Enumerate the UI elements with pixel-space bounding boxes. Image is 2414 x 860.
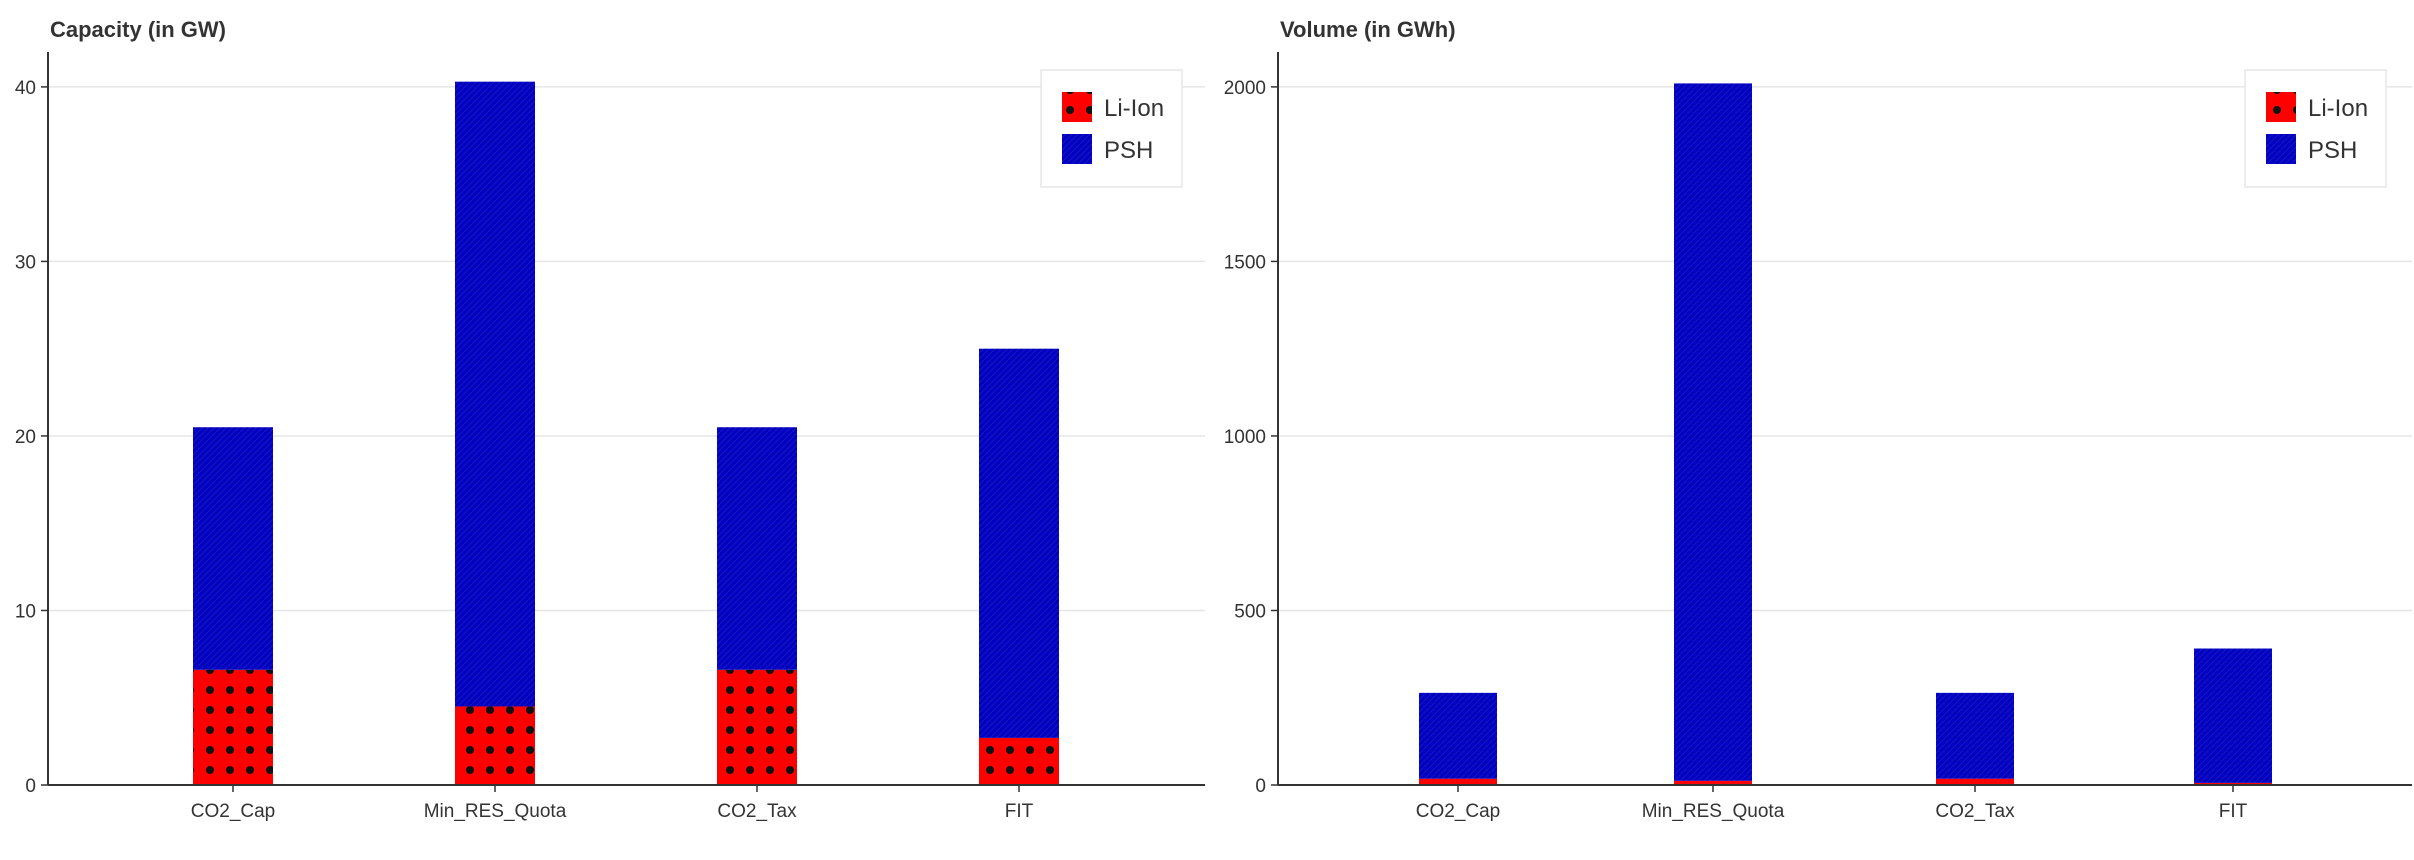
bar-psh-co2-tax: [717, 427, 797, 670]
y-tick-label: 40: [15, 78, 36, 99]
axes: [47, 52, 1205, 786]
bar-psh-fit: [979, 348, 1059, 738]
legend-swatch-psh: [2266, 134, 2296, 164]
bar-li-ion-co2-cap: [193, 669, 273, 785]
bars: [1419, 83, 2272, 785]
capacity-chart: Capacity (in GW) 0 10 20 30 40 CO2_Cap Min_RE…: [15, 17, 1205, 822]
y-tick-label: 20: [15, 427, 36, 448]
y-tick-label: 2000: [1224, 78, 1266, 99]
legend: Li-Ion PSH: [1040, 69, 1183, 188]
legend: Li-Ion PSH: [2244, 69, 2387, 188]
bar-psh-co2-cap: [193, 427, 273, 670]
bar-li-ion-fit: [979, 737, 1059, 785]
x-tick-label: CO2_Tax: [1935, 801, 2015, 822]
legend-swatch-li-ion: [1062, 92, 1092, 122]
y-tick-labels: 0 500 1000 1500 2000: [1224, 78, 1278, 797]
axes: [1277, 52, 2412, 786]
chart-title: Capacity (in GW): [50, 17, 226, 42]
bar-li-ion-co2-cap: [1419, 778, 1497, 785]
y-tick-label: 0: [25, 776, 36, 797]
y-tick-label: 1000: [1224, 427, 1266, 448]
y-tick-label: 1500: [1224, 252, 1266, 273]
x-tick-label: CO2_Cap: [1416, 801, 1501, 822]
y-tick-labels: 0 10 20 30 40: [15, 78, 48, 797]
bar-li-ion-min-res-quota: [455, 706, 535, 785]
legend-label-li-ion: Li-Ion: [1104, 95, 1164, 122]
legend-box: [2244, 69, 2387, 188]
x-tick-label: FIT: [2219, 801, 2248, 822]
bar-li-ion-co2-tax: [717, 669, 797, 785]
x-tick-labels: CO2_Cap Min_RES_Quota CO2_Tax FIT: [1416, 785, 2248, 822]
y-tick-label: 500: [1234, 601, 1266, 622]
legend-label-psh: PSH: [1104, 137, 1153, 164]
legend-swatch-li-ion: [2266, 92, 2296, 122]
x-tick-label: CO2_Tax: [717, 801, 797, 822]
x-tick-labels: CO2_Cap Min_RES_Quota CO2_Tax FIT: [191, 785, 1034, 822]
x-tick-label: Min_RES_Quota: [424, 801, 567, 822]
bar-psh-co2-cap: [1419, 692, 1497, 779]
chart-title: Volume (in GWh): [1280, 17, 1456, 42]
bar-psh-min-res-quota: [455, 81, 535, 707]
y-gridlines: [1278, 86, 2412, 612]
x-tick-label: Min_RES_Quota: [1642, 801, 1785, 822]
volume-chart: Volume (in GWh) 0 500 1000 1500 2000 CO2_Cap…: [1224, 17, 2412, 822]
bar-li-ion-fit: [2194, 782, 2272, 785]
bar-li-ion-min-res-quota: [1674, 780, 1752, 785]
legend-swatch-psh: [1062, 134, 1092, 164]
y-tick-label: 10: [15, 601, 36, 622]
x-tick-label: FIT: [1005, 801, 1034, 822]
y-tick-label: 0: [1255, 776, 1266, 797]
bars: [193, 81, 1059, 785]
bar-psh-min-res-quota: [1674, 83, 1752, 781]
legend-label-psh: PSH: [2308, 137, 2357, 164]
y-tick-label: 30: [15, 252, 36, 273]
bar-psh-fit: [2194, 648, 2272, 783]
legend-box: [1040, 69, 1183, 188]
bar-psh-co2-tax: [1936, 692, 2014, 779]
x-tick-label: CO2_Cap: [191, 801, 276, 822]
bar-li-ion-co2-tax: [1936, 778, 2014, 785]
legend-label-li-ion: Li-Ion: [2308, 95, 2368, 122]
